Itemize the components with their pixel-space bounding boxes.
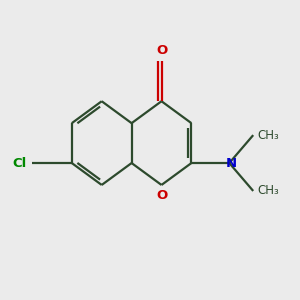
Text: O: O — [156, 44, 167, 57]
Text: N: N — [226, 157, 237, 169]
Text: CH₃: CH₃ — [257, 129, 279, 142]
Text: Cl: Cl — [13, 157, 27, 169]
Text: O: O — [156, 189, 167, 202]
Text: CH₃: CH₃ — [257, 184, 279, 197]
